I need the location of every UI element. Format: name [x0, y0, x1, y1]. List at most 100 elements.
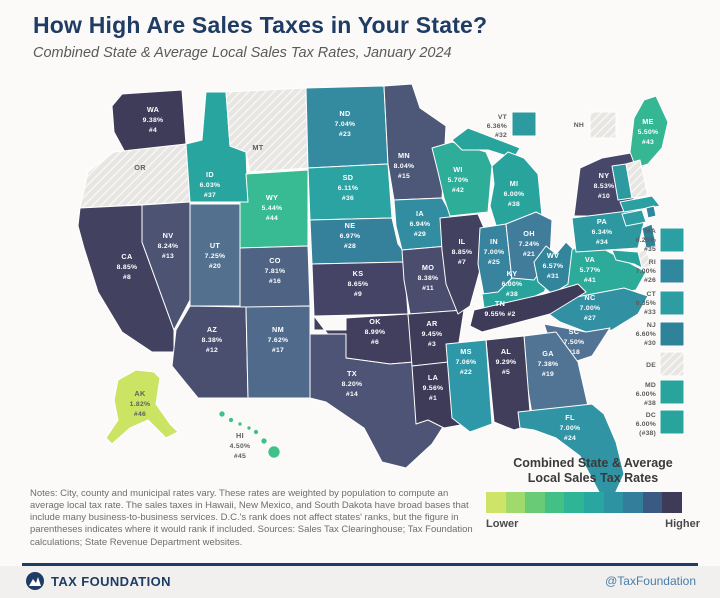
state-AZ: AZ 8.38% #12	[171, 305, 249, 399]
legend-swatch	[486, 491, 506, 513]
legend-color-scale	[486, 491, 700, 513]
state-label-NC: 7.00%	[580, 305, 601, 312]
state-label-KS: KS	[353, 269, 364, 278]
legend-higher-label: Higher	[665, 517, 700, 530]
callout-VT: VT 6.36% #32	[487, 111, 537, 139]
state-label-SC: 7.50%	[564, 339, 585, 346]
state-label-ND: 7.04%	[335, 121, 356, 128]
state-NH	[625, 159, 649, 199]
legend-scale-labels: Lower Higher	[486, 518, 700, 530]
notes-text: Notes: City, county and municipal rates …	[30, 488, 473, 548]
state-label-NE: NE	[345, 221, 356, 230]
state-label-KY: #38	[506, 291, 518, 298]
page-subtitle: Combined State & Average Local Sales Tax…	[33, 45, 452, 61]
state-WA: WA 9.38% #4	[111, 89, 187, 155]
state-label-MO: MO	[422, 263, 434, 272]
state-AK: AK 1.82% #46	[105, 369, 179, 445]
state-label-LA: LA	[428, 373, 439, 382]
state-label-IN: 7.00%	[484, 249, 505, 256]
callout-label-DC: DC	[646, 412, 656, 419]
callout-label-VT: #32	[495, 132, 507, 139]
state-label-MT: MT	[252, 143, 263, 152]
state-label-IL: IL	[458, 237, 465, 246]
twitter-handle-link[interactable]: @TaxFoundation	[605, 574, 696, 588]
legend-swatch	[662, 491, 682, 513]
state-WI: WI 5.70% #42	[431, 141, 493, 217]
state-label-ME: #43	[642, 139, 654, 146]
state-CT	[621, 209, 647, 227]
state-label-MN: #15	[398, 173, 410, 180]
state-label-NM: 7.62%	[268, 337, 289, 344]
state-label-ID: 6.03%	[200, 182, 221, 189]
callout-label-CT: CT	[647, 291, 657, 298]
state-label-WY: WY	[266, 193, 278, 202]
state-ME: ME 5.50% #43	[629, 95, 669, 169]
callout-label-MD: 6.00%	[636, 391, 656, 398]
state-label-OH: #21	[523, 251, 535, 258]
state-label-WI: 5.70%	[448, 177, 469, 184]
state-label-VA: VA	[585, 255, 596, 264]
state-MS: MS 7.06% #22	[445, 339, 493, 433]
state-label-IL: #7	[458, 259, 466, 266]
state-label-NE: #28	[344, 243, 356, 250]
state-label-CA: #8	[123, 274, 131, 281]
state-MA	[619, 195, 661, 213]
state-label-WI: WI	[453, 165, 463, 174]
state-SD: SD 6.11% #36	[307, 163, 393, 221]
state-label-CO: #16	[269, 278, 281, 285]
state-label-WA: 9.38%	[143, 117, 164, 124]
state-label-PA: PA	[597, 217, 608, 226]
callout-DC: DC 6.00% (#38)	[636, 409, 685, 437]
state-label-WY: #44	[266, 215, 278, 222]
state-label-WI: #42	[452, 187, 464, 194]
state-label-OK: OK	[369, 317, 381, 326]
state-label-OK: #6	[371, 339, 379, 346]
state-label-SC: SC	[569, 327, 580, 336]
state-label-AR: 9.45%	[422, 331, 443, 338]
state-label-IA: 6.94%	[410, 221, 431, 228]
state-label-NC: #27	[584, 315, 596, 322]
state-label-ND: #23	[339, 131, 351, 138]
legend-swatch	[583, 491, 604, 513]
callout-label-MD: MD	[645, 382, 656, 389]
state-label-CO: CO	[269, 256, 281, 265]
callout-CT: CT 6.35% #33	[636, 290, 685, 316]
state-label-VA: #41	[584, 277, 596, 284]
state-label-MI: 6.00%	[504, 191, 525, 198]
state-label-ID: ID	[206, 170, 214, 179]
legend-title-line2: Local Sales Tax Rates	[527, 470, 659, 485]
state-label-IN: IN	[490, 237, 498, 246]
callout-label-CT: #33	[644, 309, 656, 316]
state-label-FL: 7.00%	[560, 425, 581, 432]
state-NE: NE 6.97% #28	[309, 217, 405, 265]
state-label-PA: #34	[596, 239, 608, 246]
state-label-CA: CA	[121, 252, 133, 261]
state-label-SD: #36	[342, 195, 354, 202]
callout-label-DC: 6.00%	[636, 421, 656, 428]
callout-label-DE: DE	[646, 362, 656, 369]
callout-label-MA: MA	[645, 228, 656, 235]
state-NM: NM 7.62% #17	[245, 305, 311, 399]
state-NV: NV 8.24% #13	[141, 201, 191, 331]
state-label-IA: #29	[414, 231, 426, 238]
state-label-AZ: #12	[206, 347, 218, 354]
state-label-WY: 5.44%	[262, 205, 283, 212]
footer-divider	[22, 563, 698, 566]
state-label-HI: HI	[236, 431, 244, 440]
state-label-WA: WA	[147, 105, 160, 114]
callout-label-MD: #38	[644, 400, 656, 407]
state-label-SD: 6.11%	[338, 185, 358, 192]
state-label-WV: #31	[547, 273, 559, 280]
state-CO: CO 7.81% #16	[239, 245, 311, 309]
state-label-WV: 6.57%	[543, 263, 564, 270]
state-label-NC: NC	[584, 293, 596, 302]
state-label-UT: UT	[210, 241, 221, 250]
legend-swatch	[525, 491, 545, 513]
state-label-UT: #20	[209, 263, 221, 270]
state-label-CA: 8.85%	[117, 264, 138, 271]
state-MN: MN 8.04% #15	[383, 83, 447, 201]
state-label-LA: 9.56%	[423, 385, 444, 392]
state-label-AL: #5	[502, 369, 510, 376]
state-label-AR: #3	[428, 341, 436, 348]
